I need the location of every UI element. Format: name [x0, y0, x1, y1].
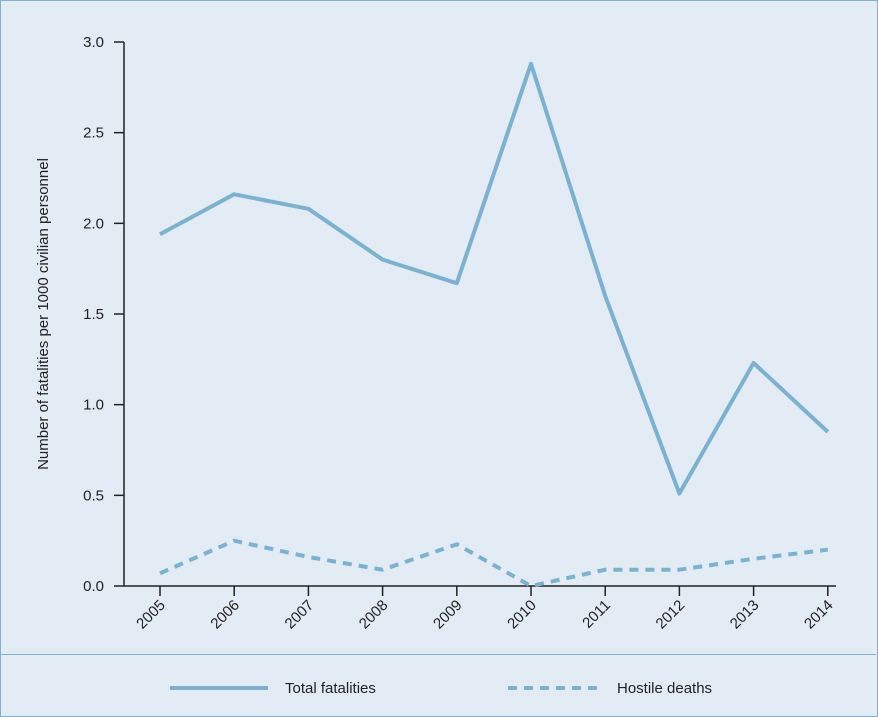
y-tick-label: 2.5 [83, 125, 104, 142]
y-tick-label: 0.0 [83, 578, 104, 595]
x-tick-label: 2009 [430, 597, 466, 633]
series-line-hostile-deaths [159, 538, 829, 588]
x-tick-label: 2012 [653, 597, 689, 633]
legend-separator [0, 654, 876, 655]
y-axis-title: Number of fatalities per 1000 civilian p… [35, 158, 52, 470]
x-tick-label: 2007 [282, 597, 318, 633]
axes [123, 42, 836, 587]
legend-label-hostile-deaths: Hostile deaths [617, 680, 712, 697]
x-tick-label: 2008 [356, 597, 392, 633]
legend-label-total-fatalities: Total fatalities [285, 680, 376, 697]
x-tick-label: 2013 [727, 597, 763, 633]
series-line-total-fatalities [159, 61, 830, 496]
x-tick-label: 2005 [133, 597, 169, 633]
x-tick-label: 2006 [207, 597, 243, 633]
legend: Total fatalities Hostile deaths [170, 680, 712, 697]
y-tick-label: 0.5 [83, 487, 104, 504]
x-tick-label: 2011 [579, 597, 614, 632]
y-tick-label: 2.0 [83, 215, 104, 232]
x-ticks: 2005 2006 2007 2008 2009 2010 2011 2012 2013 2014 [133, 586, 837, 633]
y-ticks: 0.0 0.5 1.0 1.5 2.0 2.5 3.0 [83, 34, 124, 595]
y-tick-label: 1.0 [83, 397, 104, 414]
y-tick-label: 3.0 [83, 34, 104, 51]
x-tick-label: 2010 [504, 597, 540, 633]
x-tick-label: 2014 [801, 597, 837, 633]
series-group [159, 61, 830, 588]
y-tick-label: 1.5 [83, 306, 104, 323]
